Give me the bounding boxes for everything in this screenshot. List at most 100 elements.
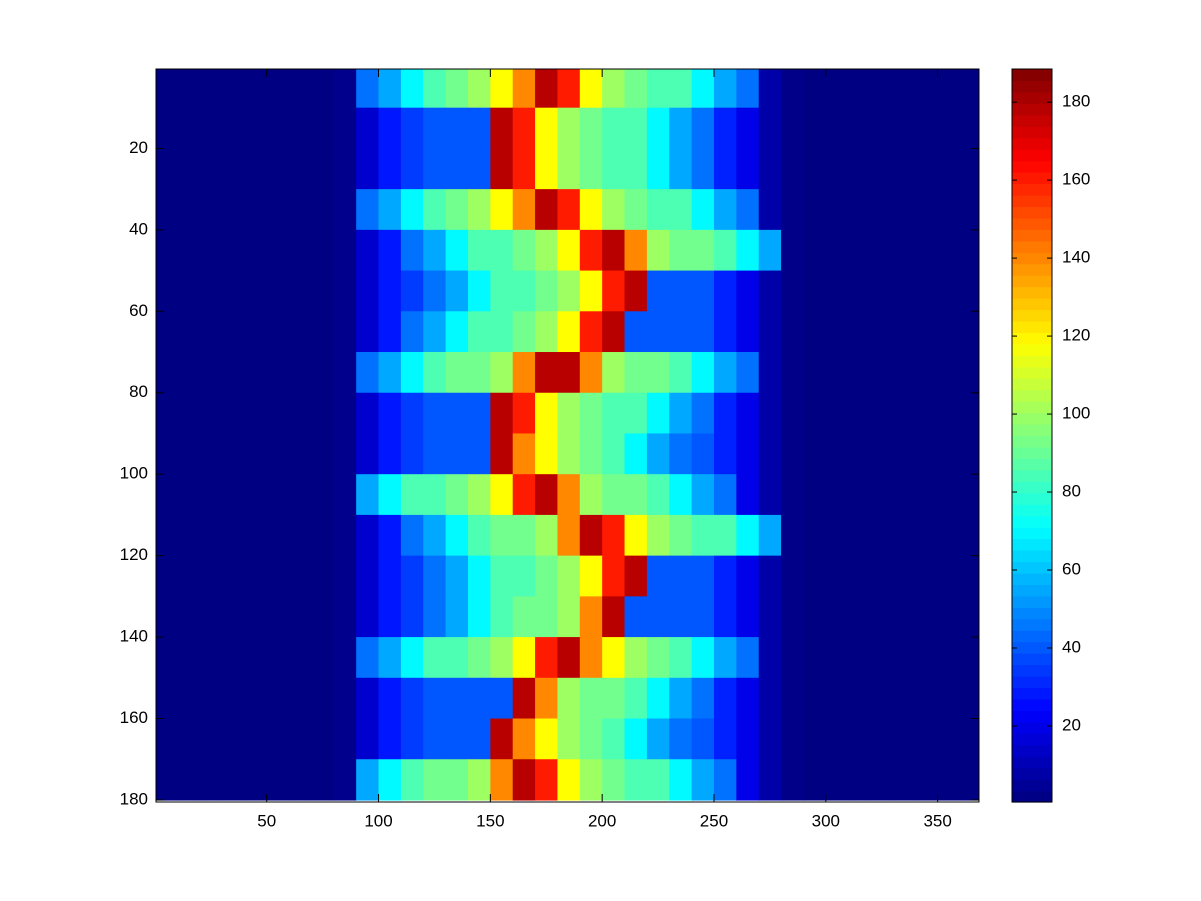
heatmap-cell <box>848 514 872 557</box>
heatmap-cell <box>736 474 760 516</box>
heatmap-cell <box>177 677 201 720</box>
heatmap-cell <box>311 392 335 435</box>
colorbar-swatch <box>1012 687 1052 700</box>
heatmap-cell <box>356 270 380 312</box>
heatmap-cell <box>445 352 469 394</box>
heatmap-cell <box>467 718 491 760</box>
heatmap-cell <box>221 270 245 312</box>
heatmap-cell <box>535 433 559 475</box>
heatmap-cell <box>467 555 491 597</box>
heatmap-cell <box>156 148 178 190</box>
heatmap-cell <box>781 433 805 475</box>
heatmap-cell <box>713 107 737 150</box>
heatmap-cell <box>221 555 245 597</box>
heatmap-cell <box>333 107 357 150</box>
heatmap-cell <box>691 474 715 516</box>
heatmap-cell <box>557 555 581 597</box>
heatmap-cell <box>266 718 290 760</box>
heatmap-cell <box>445 189 469 231</box>
heatmap-cell <box>221 637 245 679</box>
y-tick-label: 80 <box>129 382 148 401</box>
heatmap-cell <box>602 474 626 516</box>
heatmap-cell <box>333 148 357 190</box>
heatmap-cell <box>156 677 178 720</box>
heatmap-cell <box>535 637 559 679</box>
heatmap-cell <box>445 433 469 475</box>
heatmap-cell <box>825 637 849 679</box>
heatmap-cell <box>356 392 380 435</box>
heatmap-cell <box>736 433 760 475</box>
heatmap-cell <box>646 189 670 231</box>
heatmap-cell <box>156 311 178 353</box>
heatmap-cell <box>512 392 536 435</box>
heatmap-cell <box>691 759 715 801</box>
heatmap-cell <box>781 270 805 312</box>
heatmap-cell <box>467 637 491 679</box>
heatmap-cell <box>490 596 514 638</box>
heatmap-cell <box>266 637 290 679</box>
heatmap-cell <box>445 69 469 109</box>
heatmap-cell <box>244 759 268 801</box>
heatmap-cell <box>937 69 961 109</box>
heatmap-cell <box>736 759 760 801</box>
colorbar-swatch <box>1012 217 1052 230</box>
heatmap-cell <box>691 596 715 638</box>
heatmap-cell <box>691 677 715 720</box>
heatmap-cell <box>959 555 979 597</box>
heatmap-cell <box>400 514 424 557</box>
heatmap-cell <box>848 392 872 435</box>
heatmap-cell <box>781 107 805 150</box>
heatmap-cell <box>736 555 760 597</box>
heatmap-cell <box>378 69 402 109</box>
heatmap-cell <box>624 189 648 231</box>
heatmap-cell <box>311 270 335 312</box>
heatmap-cell <box>333 69 357 109</box>
heatmap-cell <box>624 718 648 760</box>
colorbar: 20 40 60 80 100 120 140 160 180 <box>1011 68 1090 803</box>
colorbar-swatch <box>1012 779 1052 792</box>
heatmap-cell <box>311 311 335 353</box>
heatmap-cell <box>221 677 245 720</box>
heatmap-cell <box>266 555 290 597</box>
heatmap-cell <box>579 311 603 353</box>
heatmap-cell <box>691 637 715 679</box>
heatmap-cell <box>512 514 536 557</box>
heatmap-cell <box>803 555 827 597</box>
heatmap-cell <box>467 392 491 435</box>
heatmap-cell <box>848 433 872 475</box>
heatmap-cell <box>156 514 178 557</box>
heatmap-cell <box>490 514 514 557</box>
heatmap-cell <box>512 189 536 231</box>
heatmap-cell <box>758 596 782 638</box>
heatmap-cell <box>848 555 872 597</box>
heatmap-cell <box>557 148 581 190</box>
heatmap-cell <box>781 637 805 679</box>
heatmap-cell <box>356 189 380 231</box>
heatmap-cell <box>156 392 178 435</box>
heatmap-cell <box>535 677 559 720</box>
heatmap-cell <box>535 229 559 272</box>
heatmap-cell <box>378 759 402 801</box>
heatmap-cell <box>289 555 313 597</box>
colorbar-tick-label: 120 <box>1062 326 1090 345</box>
heatmap-cell <box>736 229 760 272</box>
colorbar-swatch <box>1012 332 1052 345</box>
heatmap-cell <box>848 759 872 801</box>
heatmap-cell <box>512 352 536 394</box>
heatmap-cell <box>848 311 872 353</box>
heatmap-cell <box>445 474 469 516</box>
y-tick-label: 140 <box>120 627 148 646</box>
heatmap-cell <box>333 718 357 760</box>
heatmap-cell <box>624 311 648 353</box>
heatmap-cell <box>758 637 782 679</box>
heatmap-cell <box>959 392 979 435</box>
heatmap-cell <box>892 677 916 720</box>
y-tick-label: 20 <box>129 138 148 157</box>
heatmap-cell <box>221 759 245 801</box>
heatmap-cell <box>624 677 648 720</box>
colorbar-swatch <box>1012 69 1052 82</box>
heatmap-cell <box>781 555 805 597</box>
heatmap-cell <box>467 270 491 312</box>
colorbar-swatch <box>1012 229 1052 242</box>
heatmap-cell <box>266 596 290 638</box>
